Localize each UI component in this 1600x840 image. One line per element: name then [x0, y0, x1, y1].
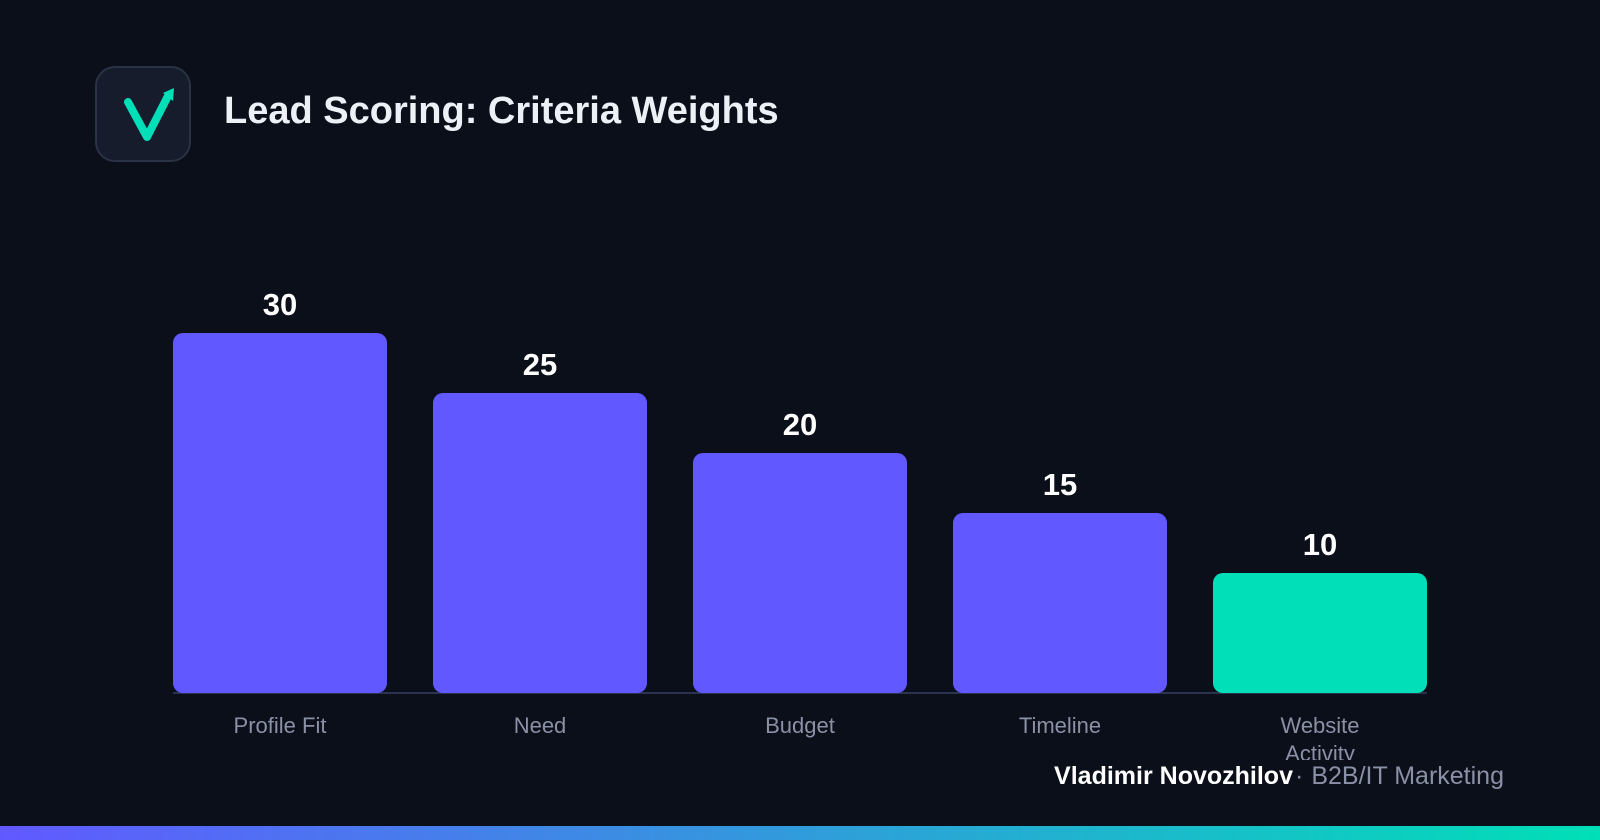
category-label: Timeline: [1019, 713, 1101, 738]
data-label: 10: [1303, 527, 1337, 562]
footer-credit: Vladimir Novozhilov· B2B/IT Marketing: [1054, 762, 1504, 791]
data-label: 20: [783, 407, 817, 442]
data-label: 25: [523, 347, 557, 382]
logo: [95, 66, 191, 162]
author-name: Vladimir Novozhilov: [1054, 762, 1293, 790]
bar: [173, 333, 387, 693]
category-label: Activity: [1285, 741, 1355, 760]
bar: [693, 453, 907, 693]
category-label: Profile Fit: [234, 713, 327, 738]
bar-chart: 30 Profile Fit 25 Need 20 Budget 15 Timeline 10 W…: [173, 287, 1427, 760]
page-title: Lead Scoring: Criteria Weights: [224, 90, 779, 132]
bar: [1213, 573, 1427, 693]
category-label: Budget: [765, 713, 835, 738]
bar: [953, 513, 1167, 693]
checkmark-arrow-logo-icon: [124, 88, 174, 141]
data-label: 15: [1043, 467, 1077, 502]
gradient-accent-bar: [0, 826, 1600, 840]
data-label: 30: [263, 287, 297, 322]
author-role: B2B/IT Marketing: [1311, 762, 1504, 790]
category-label: Need: [514, 713, 567, 738]
footer-separator: ·: [1294, 762, 1304, 790]
category-label: Website: [1280, 713, 1359, 738]
bar: [433, 393, 647, 693]
